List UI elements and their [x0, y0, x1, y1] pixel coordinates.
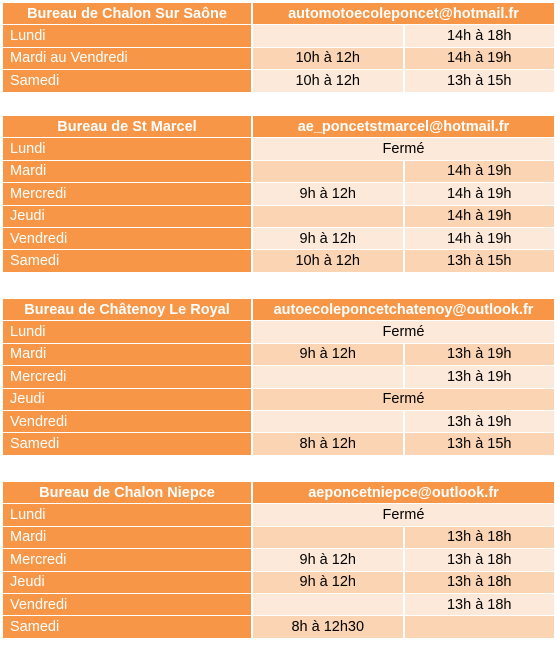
day-label: Lundi: [3, 504, 251, 527]
day-label: Lundi: [3, 138, 251, 161]
table-row: Samedi 8h à 12h 13h à 15h: [3, 433, 554, 456]
table-row: Lundi 14h à 18h: [3, 25, 554, 48]
table-row: Mercredi 9h à 12h 13h à 18h: [3, 549, 554, 572]
afternoon-hours: 13h à 18h: [402, 549, 554, 572]
morning-hours: 9h à 12h: [251, 227, 403, 251]
office-table-chalon-niepce: Bureau de Chalon Niepce aeponcetniepce@o…: [3, 482, 554, 639]
morning-hours: 9h à 12h: [251, 183, 403, 206]
day-label: Vendredi: [3, 410, 251, 434]
afternoon-hours: 13h à 18h: [402, 593, 554, 617]
afternoon-hours: 13h à 15h: [402, 433, 554, 456]
office-table-st-marcel: Bureau de St Marcel ae_poncetstmarcel@ho…: [3, 116, 554, 273]
table-row: Vendredi 9h à 12h 14h à 19h: [3, 227, 554, 251]
afternoon-hours: 13h à 18h: [402, 526, 554, 550]
morning-hours: 9h à 12h: [251, 571, 403, 594]
table-row: Mardi au Vendredi 10h à 12h 14h à 19h: [3, 47, 554, 71]
day-label: Mercredi: [3, 366, 251, 389]
morning-hours: 10h à 12h: [251, 250, 403, 273]
table-row: Jeudi 14h à 19h: [3, 205, 554, 228]
morning-hours: 10h à 12h: [251, 70, 403, 93]
morning-hours: 8h à 12h: [251, 433, 403, 456]
office-table-chalon-sur-saone: Bureau de Chalon Sur Saône automotoecole…: [3, 3, 554, 93]
closed-label: Fermé: [251, 504, 554, 527]
afternoon-hours: 13h à 19h: [402, 410, 554, 434]
afternoon-hours: 14h à 19h: [402, 183, 554, 206]
afternoon-hours: 14h à 19h: [402, 47, 554, 71]
day-label: Lundi: [3, 25, 251, 48]
table-row: Jeudi 9h à 12h 13h à 18h: [3, 571, 554, 594]
morning-hours: [251, 593, 403, 617]
day-label: Vendredi: [3, 593, 251, 617]
table-row: Mercredi 13h à 19h: [3, 366, 554, 389]
day-label: Vendredi: [3, 227, 251, 251]
office-name: Bureau de Chalon Niepce: [3, 482, 251, 505]
table-row: Samedi 10h à 12h 13h à 15h: [3, 250, 554, 273]
table-row: Mardi 14h à 19h: [3, 160, 554, 184]
table-row: Lundi Fermé: [3, 504, 554, 527]
table-row: Lundi Fermé: [3, 321, 554, 344]
table-row: Mardi 13h à 18h: [3, 526, 554, 550]
table-row: Jeudi Fermé: [3, 388, 554, 411]
table-row: Samedi 10h à 12h 13h à 15h: [3, 70, 554, 93]
table-row: Mercredi 9h à 12h 14h à 19h: [3, 183, 554, 206]
morning-hours: 9h à 12h: [251, 343, 403, 367]
table-row: Lundi Fermé: [3, 138, 554, 161]
office-name: Bureau de Châtenoy Le Royal: [3, 299, 251, 322]
day-label: Lundi: [3, 321, 251, 344]
day-label: Samedi: [3, 616, 251, 639]
day-label: Mardi: [3, 526, 251, 550]
office-email[interactable]: ae_poncetstmarcel@hotmail.fr: [251, 116, 554, 139]
day-label: Mardi au Vendredi: [3, 47, 251, 71]
day-label: Mercredi: [3, 183, 251, 206]
table-header: Bureau de Chalon Niepce aeponcetniepce@o…: [3, 482, 554, 505]
table-header: Bureau de St Marcel ae_poncetstmarcel@ho…: [3, 116, 554, 139]
afternoon-hours: 13h à 15h: [402, 250, 554, 273]
day-label: Jeudi: [3, 388, 251, 411]
morning-hours: [251, 526, 403, 550]
morning-hours: 10h à 12h: [251, 47, 403, 71]
morning-hours: [251, 366, 403, 389]
morning-hours: [251, 410, 403, 434]
day-label: Samedi: [3, 250, 251, 273]
afternoon-hours: 14h à 19h: [402, 160, 554, 184]
afternoon-hours: 13h à 19h: [402, 343, 554, 367]
day-label: Mercredi: [3, 549, 251, 572]
table-row: Samedi 8h à 12h30: [3, 616, 554, 639]
afternoon-hours: 13h à 15h: [402, 70, 554, 93]
table-header: Bureau de Châtenoy Le Royal autoecolepon…: [3, 299, 554, 322]
office-name: Bureau de Chalon Sur Saône: [3, 3, 251, 26]
day-label: Jeudi: [3, 205, 251, 228]
office-email[interactable]: automotoecoleponcet@hotmail.fr: [251, 3, 554, 26]
table-row: Vendredi 13h à 19h: [3, 410, 554, 434]
afternoon-hours: 14h à 19h: [402, 205, 554, 228]
closed-label: Fermé: [251, 388, 554, 411]
day-label: Samedi: [3, 70, 251, 93]
day-label: Samedi: [3, 433, 251, 456]
table-header: Bureau de Chalon Sur Saône automotoecole…: [3, 3, 554, 26]
table-row: Vendredi 13h à 18h: [3, 593, 554, 617]
office-email[interactable]: aeponcetniepce@outlook.fr: [251, 482, 554, 505]
closed-label: Fermé: [251, 321, 554, 344]
table-row: Mardi 9h à 12h 13h à 19h: [3, 343, 554, 367]
office-email[interactable]: autoecoleponcetchatenoy@outlook.fr: [251, 299, 554, 322]
morning-hours: [251, 160, 403, 184]
morning-hours: 9h à 12h: [251, 549, 403, 572]
afternoon-hours: 14h à 19h: [402, 227, 554, 251]
afternoon-hours: 14h à 18h: [402, 25, 554, 48]
day-label: Mardi: [3, 343, 251, 367]
afternoon-hours: [402, 616, 554, 639]
morning-hours: [251, 205, 403, 228]
morning-hours: [251, 25, 403, 48]
office-name: Bureau de St Marcel: [3, 116, 251, 139]
morning-hours: 8h à 12h30: [251, 616, 403, 639]
office-table-chatenoy-le-royal: Bureau de Châtenoy Le Royal autoecolepon…: [3, 299, 554, 456]
day-label: Mardi: [3, 160, 251, 184]
closed-label: Fermé: [251, 138, 554, 161]
afternoon-hours: 13h à 18h: [402, 571, 554, 594]
afternoon-hours: 13h à 19h: [402, 366, 554, 389]
day-label: Jeudi: [3, 571, 251, 594]
